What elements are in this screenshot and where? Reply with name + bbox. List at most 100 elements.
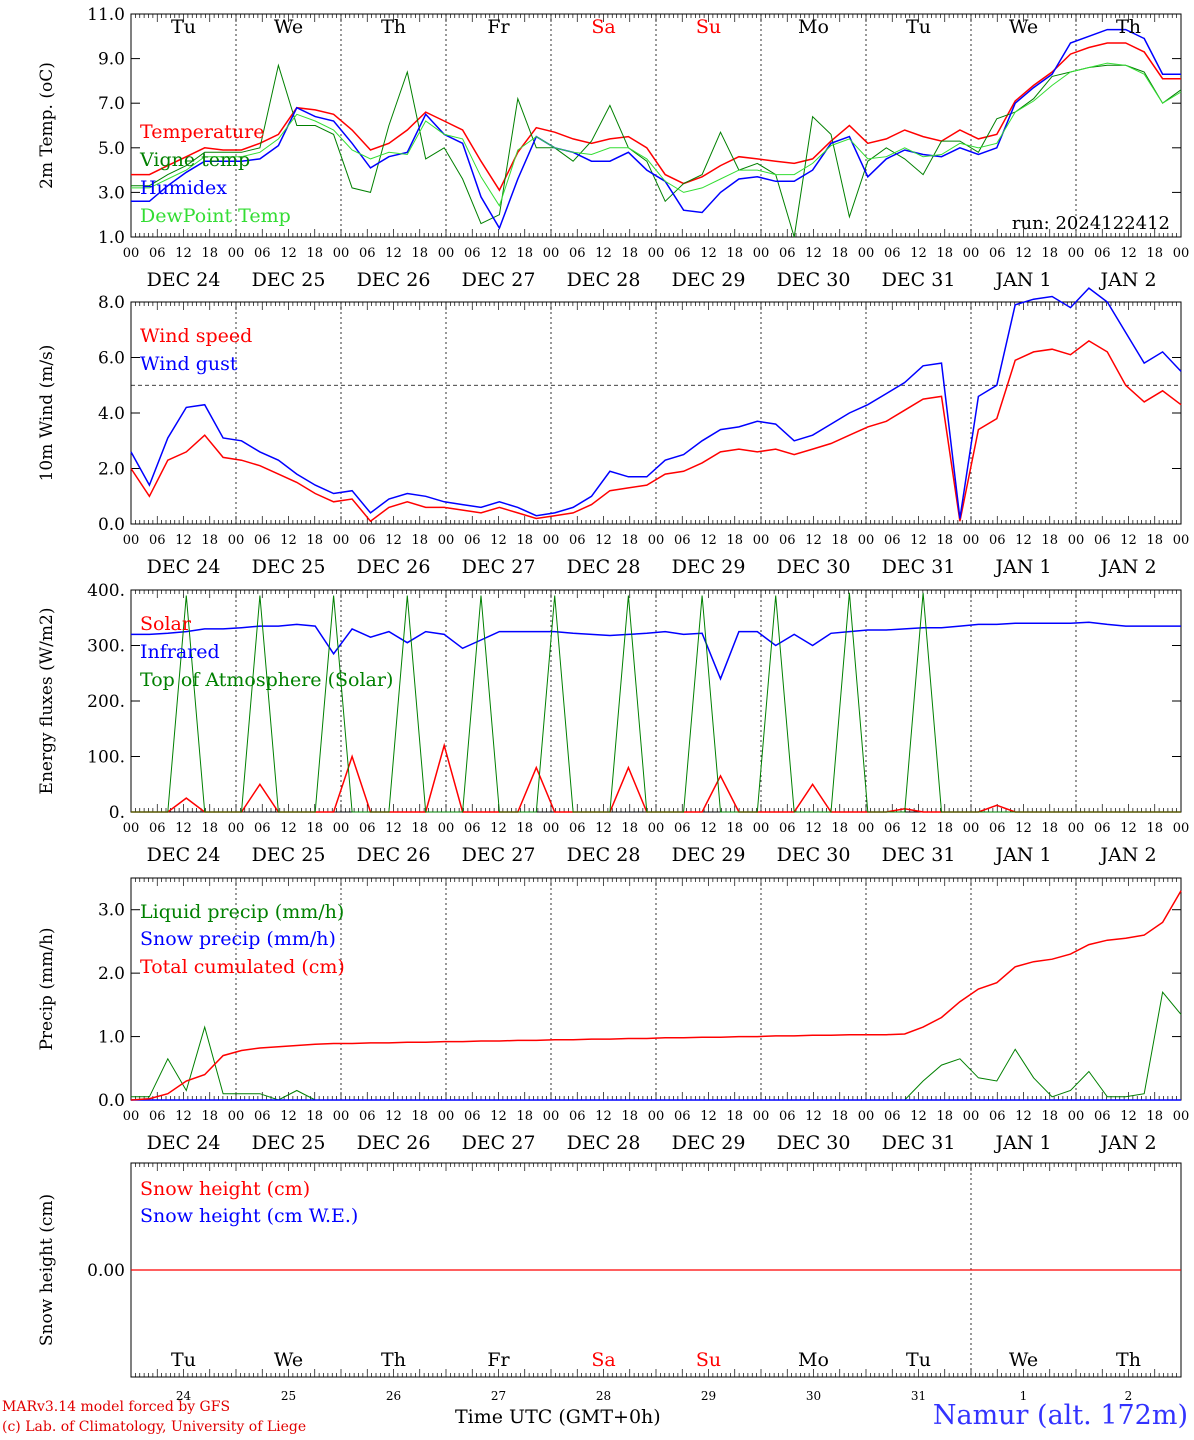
day-number: 25	[281, 1389, 296, 1403]
hour-label: 18	[411, 1109, 428, 1124]
hour-label: 12	[700, 1109, 717, 1124]
hour-label: 06	[779, 821, 796, 836]
day-number: 27	[491, 1389, 506, 1403]
hour-label: 18	[411, 821, 428, 836]
y-tick-label: 100.	[87, 748, 125, 768]
y-tick-label: 11.0	[87, 5, 125, 25]
hour-label: 06	[674, 821, 691, 836]
hour-label: 06	[464, 533, 481, 548]
hour-label: 00	[123, 1109, 140, 1124]
y-tick-label: 400.	[87, 581, 125, 601]
hour-label: 06	[149, 246, 166, 261]
hour-label: 00	[123, 246, 140, 261]
y-tick-label: 0.00	[87, 1261, 125, 1281]
date-label: DEC 25	[252, 269, 326, 291]
hour-label: 18	[516, 246, 533, 261]
y-tick-label: 200.	[87, 692, 125, 712]
hour-label: 18	[306, 821, 323, 836]
hour-label: 18	[621, 533, 638, 548]
hour-label: 06	[254, 246, 271, 261]
hour-label: 12	[805, 821, 822, 836]
hour-label: 18	[831, 1109, 848, 1124]
hour-label: 06	[884, 1109, 901, 1124]
hour-label: 06	[779, 246, 796, 261]
hour-label: 12	[490, 533, 507, 548]
hour-label: 18	[516, 821, 533, 836]
legend-entry: Infrared	[140, 641, 220, 663]
hour-label: 06	[884, 821, 901, 836]
date-label: JAN 2	[1098, 844, 1156, 866]
y-axis-label: 2m Temp. (oC)	[37, 62, 57, 189]
legend-entry: Liquid precip (mm/h)	[140, 901, 344, 923]
hour-label: 00	[543, 1109, 560, 1124]
hour-label: 18	[1041, 821, 1058, 836]
day-name: We	[274, 16, 303, 38]
panel-1	[130, 13, 1182, 238]
hour-label: 12	[700, 246, 717, 261]
date-label: DEC 26	[357, 1132, 431, 1154]
hour-label: 12	[385, 1109, 402, 1124]
hour-label: 00	[228, 821, 245, 836]
date-label: DEC 30	[777, 1132, 851, 1154]
panel-3	[130, 589, 1182, 813]
hour-label: 00	[228, 1109, 245, 1124]
legend-entry: Solar	[140, 613, 192, 635]
y-tick-label: 1.0	[98, 1028, 125, 1048]
hour-label: 00	[858, 533, 875, 548]
hour-label: 00	[858, 246, 875, 261]
hour-label: 18	[1041, 246, 1058, 261]
panel-4	[130, 877, 1182, 1101]
day-number: 31	[911, 1389, 926, 1403]
series-line	[130, 287, 1182, 519]
run-label: run: 2024122412	[1012, 213, 1170, 234]
hour-label: 12	[490, 246, 507, 261]
y-axis-label: Precip (mm/h)	[37, 927, 57, 1050]
hour-label: 00	[648, 533, 665, 548]
series-line	[130, 890, 1182, 1101]
day-number: 24	[176, 1389, 192, 1403]
hour-label: 00	[753, 246, 770, 261]
y-tick-label: 2.0	[98, 964, 125, 984]
hour-label: 06	[254, 821, 271, 836]
hour-label: 06	[1094, 246, 1111, 261]
hour-label: 00	[333, 1109, 350, 1124]
day-name: Sa	[591, 16, 615, 38]
hour-label: 18	[621, 821, 638, 836]
hour-label: 18	[1041, 1109, 1058, 1124]
hour-label: 18	[621, 246, 638, 261]
day-name: Sa	[591, 1349, 615, 1371]
hour-label: 00	[228, 533, 245, 548]
hour-label: 00	[543, 821, 560, 836]
hour-label: 06	[989, 246, 1006, 261]
date-label: JAN 2	[1098, 269, 1156, 291]
date-label: DEC 26	[357, 269, 431, 291]
date-label: JAN 1	[993, 844, 1051, 866]
hour-label: 18	[831, 821, 848, 836]
hour-label: 12	[595, 1109, 612, 1124]
hour-label: 06	[149, 821, 166, 836]
hour-label: 00	[963, 821, 980, 836]
hour-label: 12	[1015, 246, 1032, 261]
y-tick-label: 9.0	[98, 50, 125, 70]
y-axis-label: Energy fluxes (W/m2)	[37, 608, 57, 795]
series-line	[131, 62, 1182, 207]
hour-label: 00	[543, 246, 560, 261]
series-line	[131, 42, 1181, 192]
model-credit: MARv3.14 model forced by GFS	[2, 1399, 231, 1415]
hour-label: 00	[1173, 821, 1190, 836]
y-tick-label: 300.	[87, 637, 125, 657]
hour-label: 12	[1120, 246, 1137, 261]
hour-label: 06	[359, 821, 376, 836]
hour-label: 18	[1146, 821, 1163, 836]
hour-label: 18	[726, 821, 743, 836]
date-label: DEC 28	[567, 269, 641, 291]
y-tick-label: 6.0	[98, 349, 125, 369]
date-label: DEC 26	[357, 556, 431, 578]
date-label: DEC 24	[147, 556, 221, 578]
hour-label: 06	[149, 533, 166, 548]
legend-entry: Temperature	[140, 121, 264, 143]
date-label: DEC 29	[672, 556, 746, 578]
hour-label: 06	[674, 1109, 691, 1124]
hour-label: 12	[595, 246, 612, 261]
